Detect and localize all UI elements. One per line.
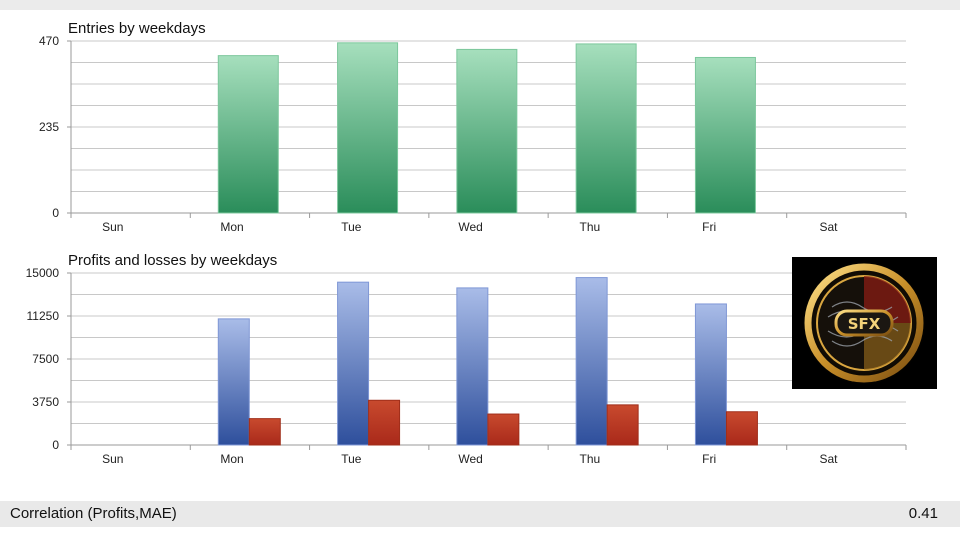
entries-y-tick-label: 235 bbox=[39, 120, 59, 134]
pl-bar-tue-s1 bbox=[337, 281, 370, 446]
pl-bar-wed-s1 bbox=[456, 287, 489, 446]
pl-x-tick-label: Thu bbox=[580, 452, 601, 466]
pl-x-tick-label: Sun bbox=[102, 452, 123, 466]
pl-bar-thu-s1 bbox=[575, 277, 608, 446]
entries-chart-title: Entries by weekdays bbox=[68, 20, 206, 37]
profits-losses-y-axis: 15000 11250 7500 3750 0 bbox=[26, 266, 71, 452]
entries-chart: Entries by weekdays 470 235 0 Sun Mon Tue Wed… bbox=[39, 20, 907, 234]
top-strip bbox=[0, 0, 960, 10]
correlation-label: Correlation (Profits,MAE) bbox=[10, 505, 177, 522]
pl-y-tick-label: 0 bbox=[52, 438, 59, 452]
pl-bar-thu-s2 bbox=[606, 404, 639, 446]
entries-x-tick-label: Thu bbox=[580, 220, 601, 234]
pl-y-tick-label: 15000 bbox=[26, 266, 60, 280]
profits-losses-bars bbox=[217, 277, 758, 446]
sfx-logo-text: SFX bbox=[848, 315, 881, 333]
pl-y-tick-label: 7500 bbox=[32, 352, 59, 366]
entries-bar-thu bbox=[575, 43, 637, 214]
entries-x-tick-label: Mon bbox=[220, 220, 243, 234]
entries-x-tick-label: Tue bbox=[341, 220, 362, 234]
entries-bar-mon bbox=[217, 55, 279, 214]
profits-losses-chart-title: Profits and losses by weekdays bbox=[68, 252, 277, 269]
entries-bar-fri bbox=[694, 56, 756, 214]
pl-bar-tue-s2 bbox=[368, 399, 401, 446]
pl-y-tick-label: 11250 bbox=[27, 309, 60, 323]
pl-x-tick-label: Tue bbox=[341, 452, 362, 466]
entries-y-tick-label: 0 bbox=[52, 206, 59, 220]
pl-x-tick-label: Mon bbox=[220, 452, 243, 466]
entries-bar-wed bbox=[456, 48, 518, 214]
entries-x-tick-label: Sun bbox=[102, 220, 123, 234]
pl-x-tick-label: Fri bbox=[702, 452, 716, 466]
pl-bar-mon-s2 bbox=[248, 418, 281, 446]
pl-bar-mon-s1 bbox=[217, 318, 250, 446]
entries-x-tick-label: Sat bbox=[819, 220, 838, 234]
pl-x-tick-label: Wed bbox=[458, 452, 482, 466]
entries-y-tick-label: 470 bbox=[39, 34, 59, 48]
sfx-logo-icon: SFX bbox=[802, 261, 926, 385]
profits-losses-chart: Profits and losses by weekdays 15000 1125… bbox=[26, 252, 907, 466]
entries-x-tick-label: Fri bbox=[702, 220, 716, 234]
profits-losses-x-axis: Sun Mon Tue Wed Thu Fri Sat bbox=[102, 445, 907, 466]
entries-bar-tue bbox=[337, 42, 399, 214]
pl-bar-fri-s1 bbox=[694, 303, 727, 446]
sfx-logo: SFX bbox=[792, 257, 937, 389]
entries-y-axis: 470 235 0 bbox=[39, 34, 71, 220]
pl-x-tick-label: Sat bbox=[819, 452, 838, 466]
entries-x-axis: Sun Mon Tue Wed Thu Fri Sat bbox=[102, 213, 907, 234]
pl-bar-wed-s2 bbox=[487, 413, 520, 446]
correlation-value: 0.41 bbox=[908, 505, 938, 522]
pl-bar-fri-s2 bbox=[725, 411, 758, 446]
status-bar: Correlation (Profits,MAE) 0.41 bbox=[0, 501, 960, 527]
pl-y-tick-label: 3750 bbox=[32, 395, 59, 409]
entries-bars bbox=[217, 42, 756, 214]
entries-x-tick-label: Wed bbox=[458, 220, 482, 234]
